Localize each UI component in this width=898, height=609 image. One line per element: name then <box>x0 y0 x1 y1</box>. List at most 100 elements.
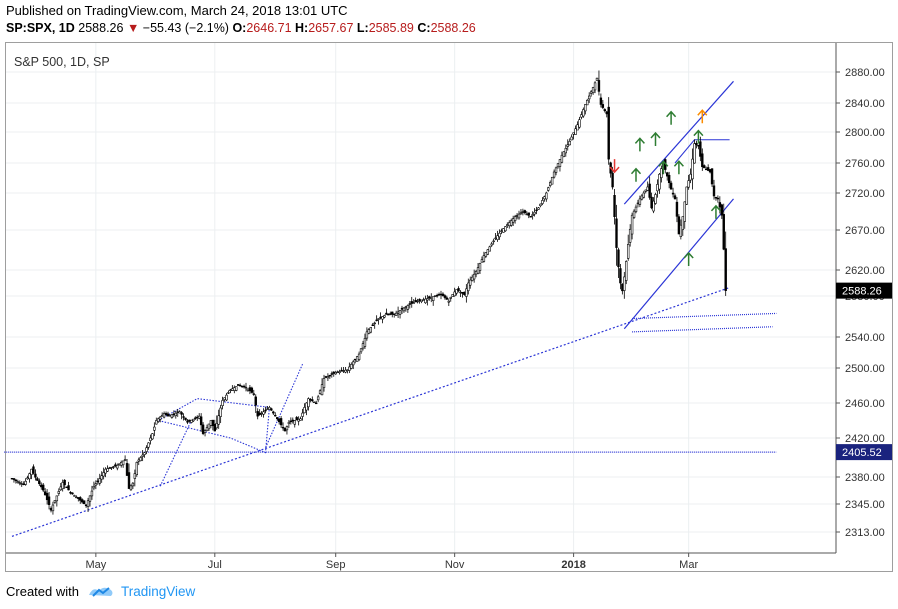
candle-body <box>595 77 599 81</box>
candle-body <box>344 369 347 373</box>
candle-body <box>683 201 686 222</box>
candle-body <box>147 442 150 448</box>
candle-body <box>322 378 326 388</box>
candle-body <box>112 466 115 468</box>
candle-body <box>299 418 302 421</box>
candle-body <box>231 388 234 391</box>
candle-body <box>301 412 304 417</box>
y-tick-label: 2760.00 <box>845 158 885 170</box>
candle-body <box>486 249 489 255</box>
ohlc-line: SP:SPX, 1D 2588.26 ▼ −55.43 (−2.1%) O:26… <box>6 21 476 35</box>
close-label: C: <box>417 21 431 35</box>
y-tick-label: 2720.00 <box>845 188 885 200</box>
candle-body <box>626 244 630 259</box>
arrow-shape <box>658 160 669 175</box>
candle-body <box>69 492 72 494</box>
y-tick-label: 2460.00 <box>845 398 885 410</box>
arrow-shape <box>683 251 694 266</box>
candle-body <box>652 200 655 212</box>
x-tick-label: Sep <box>326 559 346 571</box>
candle-body <box>291 419 294 422</box>
high-label: H: <box>295 21 309 35</box>
candle-body <box>658 173 661 190</box>
candle-body <box>106 468 109 472</box>
candle-body <box>357 353 361 360</box>
published-text: Published on TradingView.com, March 24, … <box>6 3 348 18</box>
candle-body <box>697 145 700 147</box>
chart-frame[interactable] <box>5 42 893 572</box>
arrow-shape <box>693 129 704 144</box>
candle-body <box>681 216 685 230</box>
y-tick-label: 2313.00 <box>845 527 885 539</box>
candle-body <box>143 452 146 455</box>
published-line: Published on TradingView.com, March 24, … <box>6 3 348 18</box>
candle-body <box>457 288 460 292</box>
candle-body <box>190 419 193 423</box>
candle-body <box>488 246 491 252</box>
buy-arrow-icon <box>630 167 642 182</box>
candle-body <box>441 293 445 297</box>
candle-body <box>307 398 310 408</box>
candle-body <box>469 279 472 286</box>
down-arrow-icon: ▼ <box>126 21 140 35</box>
candle-body <box>309 399 312 401</box>
candle-body <box>41 484 45 491</box>
candle-body <box>550 176 554 185</box>
candle-body <box>275 417 279 420</box>
candle-body <box>377 318 380 320</box>
candle-body <box>118 463 121 466</box>
candle-body <box>24 480 27 485</box>
candle-body <box>334 372 337 375</box>
candle-body <box>240 385 244 388</box>
candle-body <box>293 420 296 425</box>
sell-arrow-icon <box>609 159 620 174</box>
candle-body <box>264 409 267 412</box>
candle-body <box>81 499 84 503</box>
candle-body <box>98 478 101 484</box>
candle-body <box>502 228 505 233</box>
candle-body <box>328 374 332 377</box>
candle-body <box>297 419 300 422</box>
chart-title: S&P 500, 1D, SP <box>14 55 110 69</box>
candle-body <box>554 167 558 173</box>
low-value: 2585.89 <box>368 21 414 35</box>
candle-body <box>65 486 68 489</box>
candle-body <box>632 210 636 218</box>
candle-body <box>494 237 497 240</box>
candle-body <box>687 180 690 188</box>
candle-body <box>578 119 581 128</box>
warning-arrow-icon <box>697 109 708 124</box>
created-with-label: Created with <box>6 583 79 599</box>
candle-body <box>669 182 673 190</box>
tradingview-brand[interactable]: TradingView <box>120 583 196 599</box>
candle-body <box>461 292 464 294</box>
candle-body <box>59 486 62 491</box>
candle-body <box>615 218 618 248</box>
candle-body <box>515 215 519 217</box>
candle-body <box>470 276 474 281</box>
candle-body <box>599 97 603 105</box>
candle-body <box>277 418 281 423</box>
arrow-shape <box>650 131 661 146</box>
candle-body <box>108 467 111 469</box>
arrow-shape <box>609 159 620 174</box>
candle-body <box>535 209 538 212</box>
candle-body <box>49 508 53 511</box>
candle-body <box>22 483 25 486</box>
candle-body <box>552 171 556 178</box>
candle-body <box>320 384 324 396</box>
candle-body <box>244 386 248 389</box>
candle-body <box>424 298 427 304</box>
flag-breakout-line <box>264 363 304 448</box>
candle-body <box>55 495 59 502</box>
candle-body <box>412 302 415 304</box>
candle-body <box>521 211 525 213</box>
candle-body <box>671 192 675 195</box>
candle-body <box>593 82 597 91</box>
candle-body <box>437 294 441 296</box>
candle-body <box>30 468 33 475</box>
candle-body <box>582 109 585 117</box>
y-tick-label: 2380.00 <box>845 472 885 484</box>
candle-body <box>289 420 293 423</box>
